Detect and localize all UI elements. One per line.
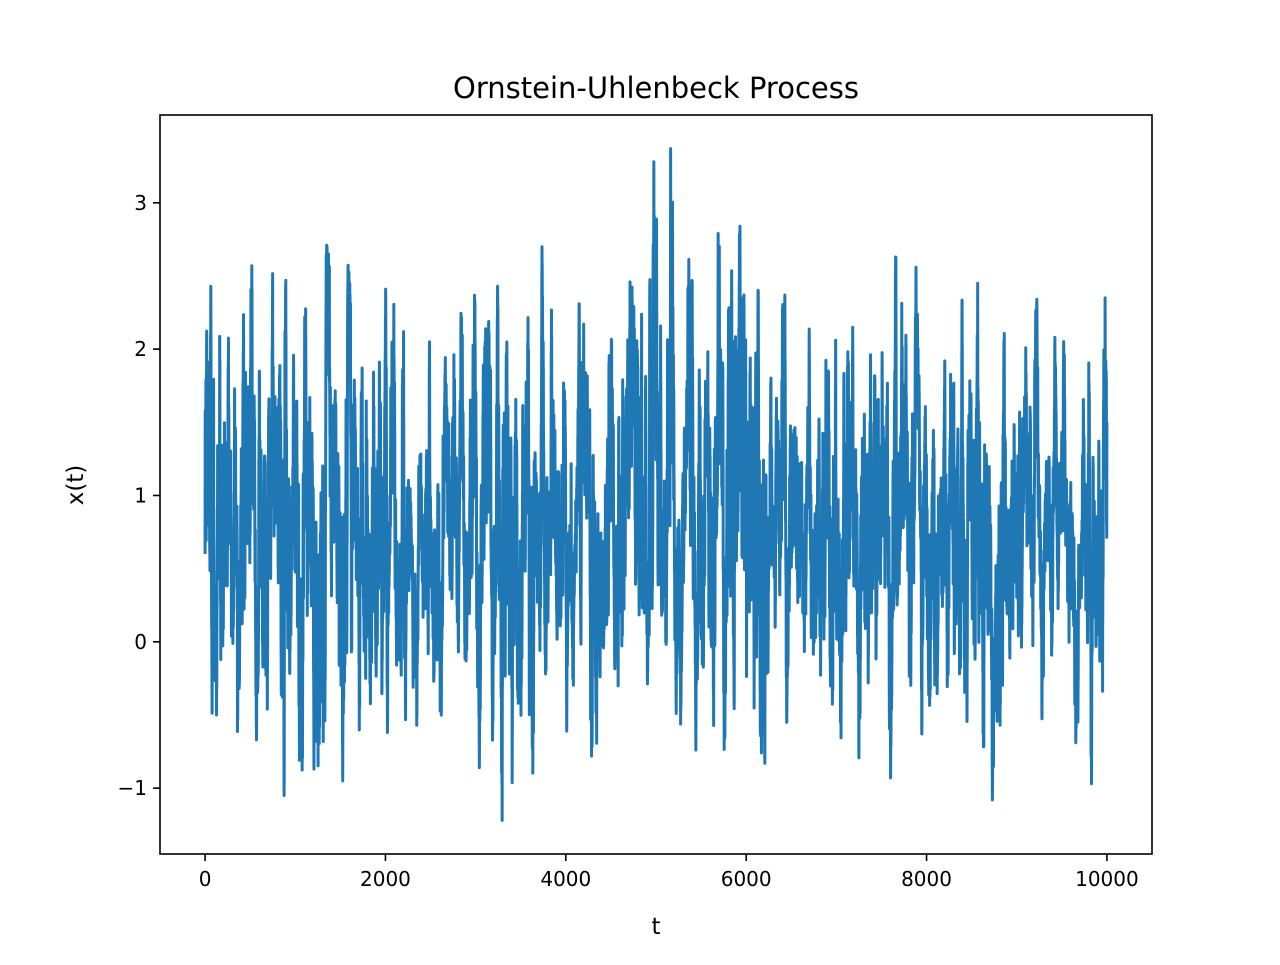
axes-frame [159,114,1153,855]
chart-title: Ornstein-Uhlenbeck Process [453,71,859,105]
x-tick-label: 8000 [901,867,952,891]
y-axis-label: x(t) [63,465,89,506]
x-axis: 0 2000 4000 6000 8000 10000 [199,854,1139,891]
x-tick-label: 0 [199,867,212,891]
x-tick-label: 6000 [721,867,772,891]
x-tick-label: 10000 [1075,867,1139,891]
series-line [203,147,1109,822]
y-tick-label: 1 [134,483,147,507]
x-tick-label: 2000 [360,867,411,891]
y-tick-label: 2 [134,337,147,361]
y-tick-label: −1 [118,776,147,800]
x-tick-label: 4000 [540,867,591,891]
y-tick-label: 3 [134,191,147,215]
plot-area [203,147,1109,822]
y-axis: −1 0 1 2 3 [118,191,160,800]
x-axis-label: t [651,914,660,940]
y-tick-label: 0 [134,630,147,654]
